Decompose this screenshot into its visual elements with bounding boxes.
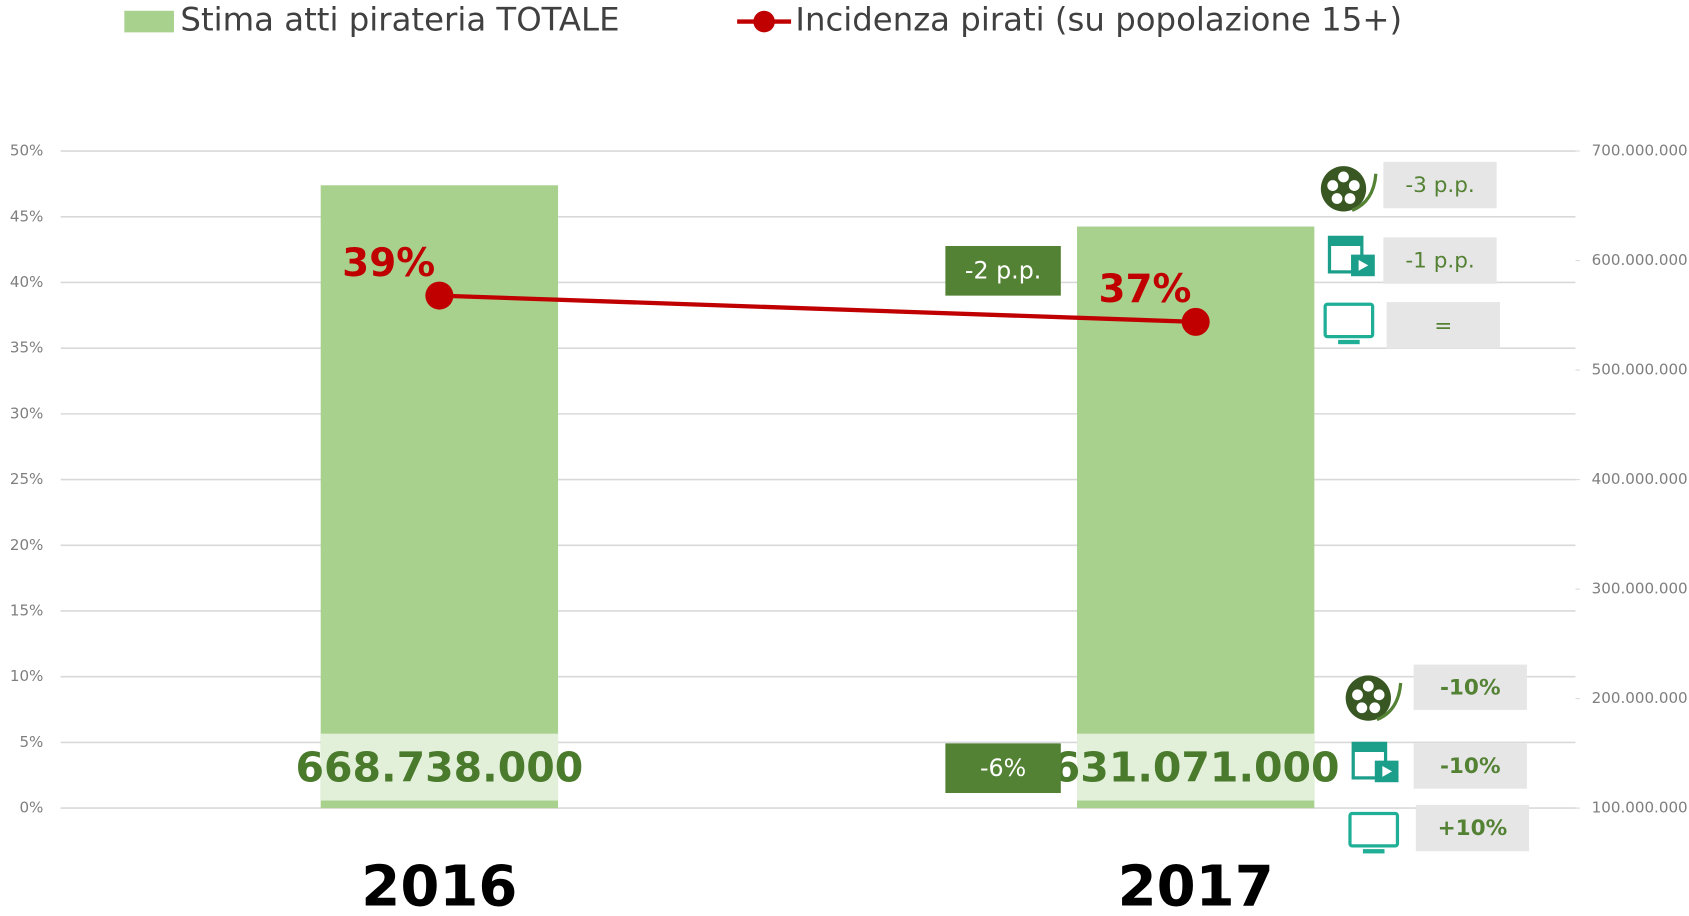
y-tick-label: 40% [10, 273, 44, 291]
icon-play [1382, 766, 1393, 777]
annotation-box [1383, 161, 1497, 209]
line [439, 293, 1196, 325]
line-marker [425, 281, 454, 310]
icon-reel-hole [1352, 689, 1363, 701]
annotation-box [1413, 664, 1527, 710]
annotation-box [945, 743, 1061, 794]
icon-play [1358, 260, 1369, 271]
annotation-text: -1 p.p. [1405, 249, 1474, 274]
icon-reel-hole [1362, 680, 1374, 692]
annotation-text: +10% [1438, 816, 1508, 841]
y-tick-label: 5% [19, 733, 43, 751]
legend-marker [753, 10, 775, 33]
line-marker [1181, 307, 1210, 336]
y-tick-label: 20% [10, 536, 44, 554]
y2-tick-label: 600.000.000 [1592, 251, 1688, 269]
icon-reel-hole [1348, 180, 1360, 191]
y2-tick-label: 200.000.000 [1592, 689, 1688, 707]
annotation-text: -10% [1440, 754, 1501, 779]
icon-tv [1348, 811, 1400, 848]
y-tick-label: 0% [19, 799, 43, 817]
y2-tick-label: 100.000.000 [1592, 799, 1688, 817]
y-tick-label: 30% [10, 404, 44, 422]
line-value-label: 39% [342, 241, 435, 286]
y-tick-label: 45% [10, 207, 44, 225]
icon-reel-tail [1376, 682, 1403, 722]
bar-label-band [1077, 733, 1315, 801]
annotation-text: -10% [1440, 675, 1501, 700]
annotation-box [1383, 237, 1497, 284]
annotation-text: -3 p.p. [1405, 173, 1474, 198]
legend-swatch [124, 10, 174, 33]
bar-value-label: 631.071.000 [1052, 743, 1340, 791]
x-tick-label: 2017 [1118, 855, 1274, 916]
y-tick-label: 25% [10, 470, 44, 488]
bar-label-band [320, 733, 559, 801]
legend-label: Stima atti pirateria TOTALE [180, 1, 619, 39]
icon-reel-hole [1344, 193, 1356, 204]
icon-reel-hole [1331, 193, 1343, 204]
annotation-box [945, 245, 1061, 296]
icon-reel-hole [1369, 702, 1381, 714]
y2-tick-label: 300.000.000 [1592, 580, 1688, 598]
annotation-box [1415, 804, 1530, 852]
icon-reel-tail [1351, 173, 1378, 212]
y-tick-label: 50% [10, 142, 44, 160]
y-tick-label: 10% [10, 667, 44, 685]
legend-label: Incidenza pirati (su popolazione 15+) [795, 1, 1402, 39]
icon-calendar-top [1353, 743, 1386, 753]
y-tick-label: 35% [10, 339, 44, 357]
y2-tick-label: 500.000.000 [1592, 361, 1688, 379]
line-value-label: 37% [1099, 267, 1192, 312]
annotation-text: -6% [980, 754, 1026, 782]
icon-reel-hole [1373, 689, 1385, 701]
annotation-text: -2 p.p. [965, 256, 1041, 284]
x-tick-label: 2016 [361, 855, 517, 916]
icon-reel-hole [1356, 702, 1368, 714]
icon-calendar-top [1329, 237, 1362, 246]
annotation-box [1413, 743, 1527, 789]
icon-tv-stand [1362, 849, 1385, 854]
annotation-text: = [1434, 313, 1452, 338]
annotation-box [1386, 302, 1500, 349]
icon-tv [1323, 302, 1375, 339]
y-tick-label: 15% [10, 601, 44, 619]
icon-reel-hole [1338, 171, 1349, 183]
bar-value-label: 668.738.000 [295, 743, 583, 791]
icon-tv-stand [1338, 339, 1360, 345]
icon-reel-hole [1327, 180, 1339, 191]
y2-tick-label: 400.000.000 [1592, 470, 1688, 488]
y2-tick-label: 700.000.000 [1592, 142, 1688, 160]
